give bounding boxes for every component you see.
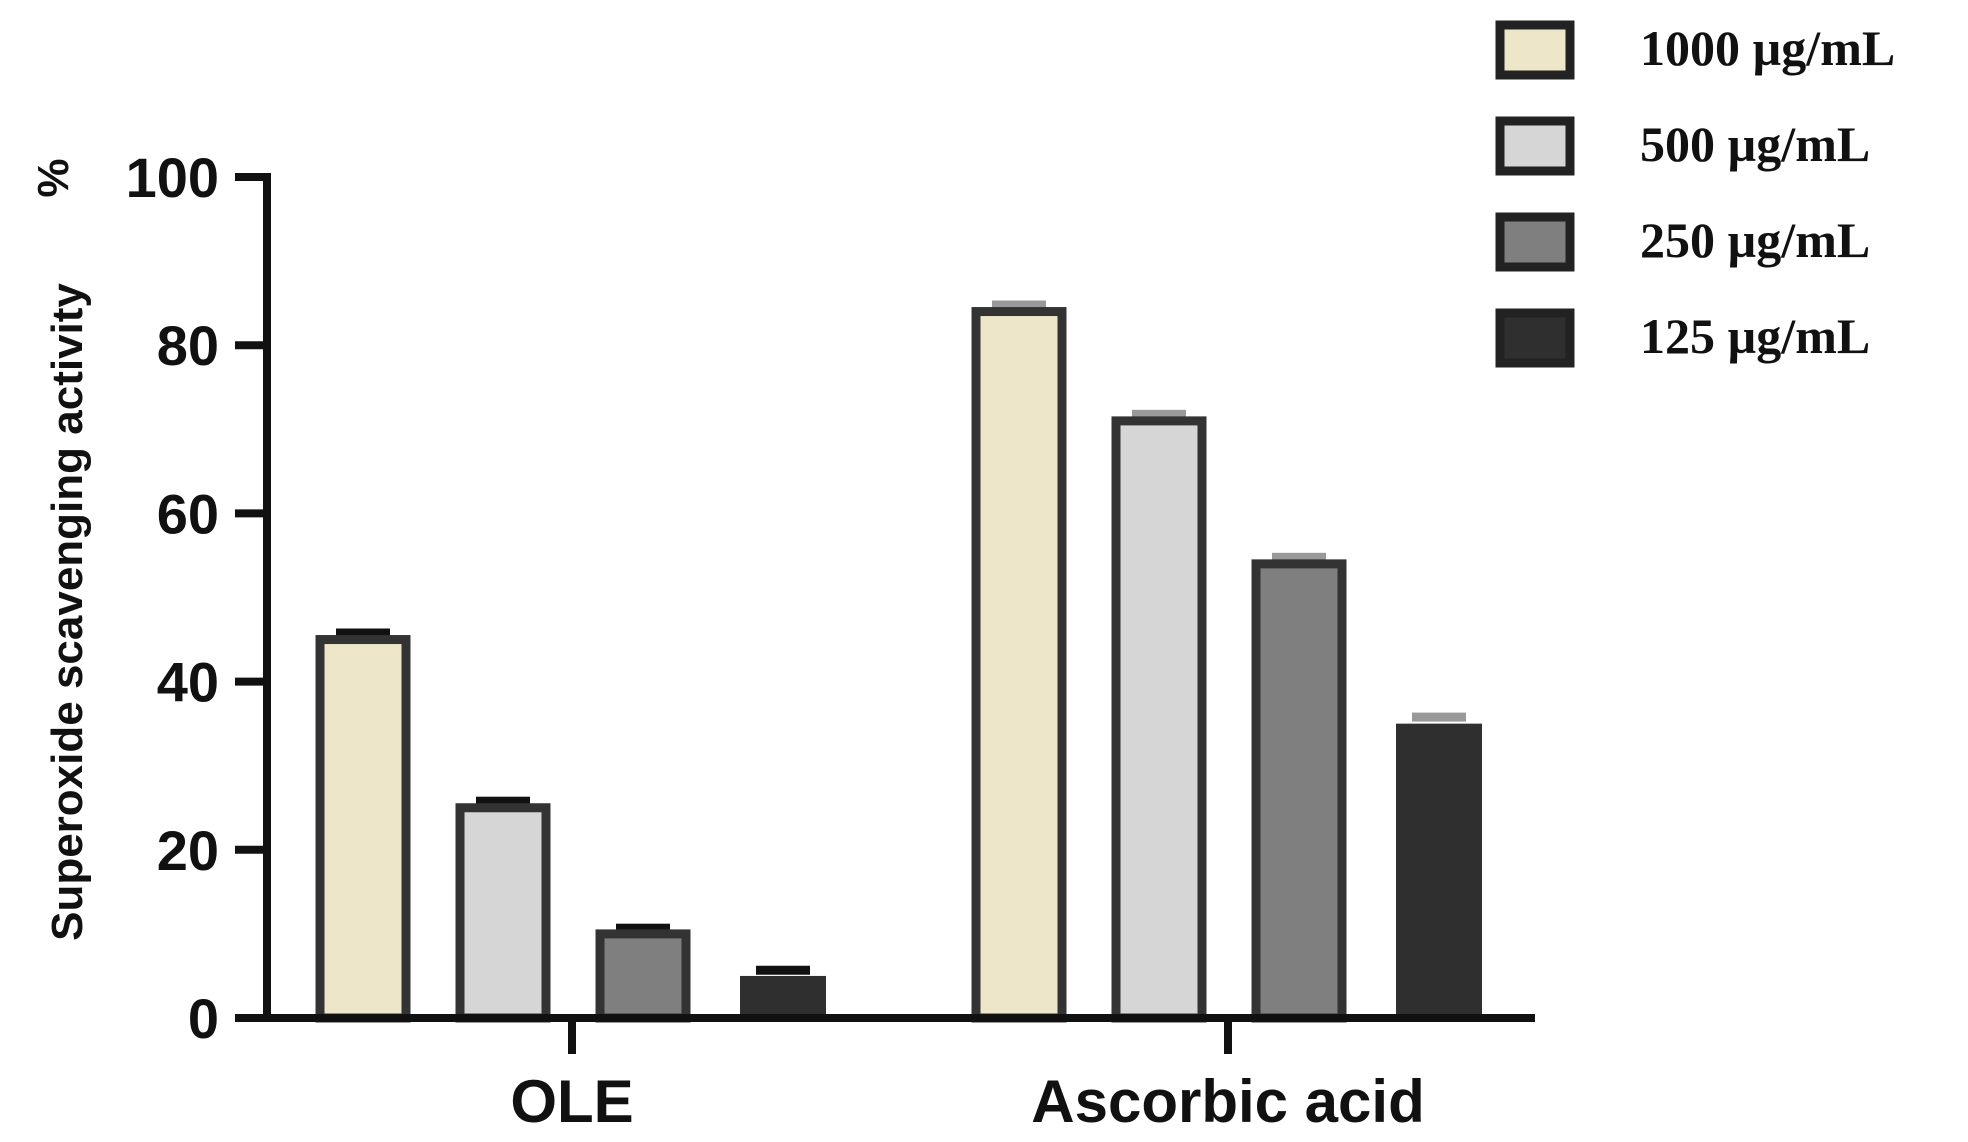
bar bbox=[595, 929, 691, 1023]
y-tick-label: 20 bbox=[157, 819, 219, 882]
bar bbox=[1251, 559, 1347, 1023]
error-bar bbox=[476, 796, 530, 806]
bar bbox=[740, 975, 826, 1018]
legend-swatch bbox=[1495, 212, 1575, 272]
legend-label: 250 µg/mL bbox=[1640, 212, 1870, 268]
error-bar bbox=[616, 923, 670, 933]
bar bbox=[455, 803, 551, 1023]
error-bar bbox=[336, 628, 390, 638]
legend-label: 125 µg/mL bbox=[1640, 308, 1870, 364]
error-bar bbox=[1412, 712, 1466, 722]
error-bar bbox=[992, 300, 1046, 310]
bar bbox=[315, 635, 411, 1023]
bar bbox=[971, 307, 1067, 1023]
y-tick-label: 40 bbox=[157, 651, 219, 714]
legend-swatch bbox=[1495, 308, 1575, 368]
error-bar bbox=[756, 965, 810, 975]
legend-label: 500 µg/mL bbox=[1640, 116, 1870, 172]
y-axis-label: Superoxide scavenging activity bbox=[43, 283, 92, 941]
x-category-label: OLE bbox=[510, 1068, 633, 1135]
bar bbox=[1111, 416, 1207, 1023]
y-axis-unit: % bbox=[29, 158, 78, 197]
x-category-label: Ascorbic acid bbox=[1031, 1068, 1425, 1135]
legend-swatch bbox=[1495, 20, 1575, 80]
legend-swatch bbox=[1495, 116, 1575, 176]
y-tick-label: 0 bbox=[188, 987, 219, 1050]
y-tick-label: 80 bbox=[157, 314, 219, 377]
y-tick-label: 100 bbox=[126, 146, 219, 209]
y-tick-label: 60 bbox=[157, 482, 219, 545]
bar bbox=[1396, 723, 1482, 1018]
error-bar bbox=[1132, 409, 1186, 419]
error-bar bbox=[1272, 552, 1326, 562]
legend-label: 1000 µg/mL bbox=[1640, 20, 1895, 76]
